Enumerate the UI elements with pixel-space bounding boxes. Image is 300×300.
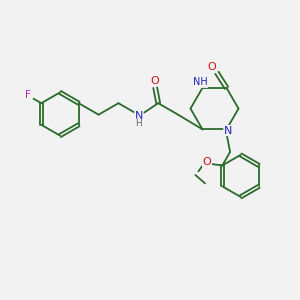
Text: F: F <box>26 90 31 100</box>
Text: N: N <box>135 111 143 121</box>
Text: N: N <box>224 126 232 136</box>
Text: O: O <box>202 157 211 167</box>
Text: H: H <box>136 119 142 128</box>
Text: O: O <box>207 62 216 72</box>
Text: O: O <box>150 76 159 86</box>
Text: NH: NH <box>193 77 208 87</box>
